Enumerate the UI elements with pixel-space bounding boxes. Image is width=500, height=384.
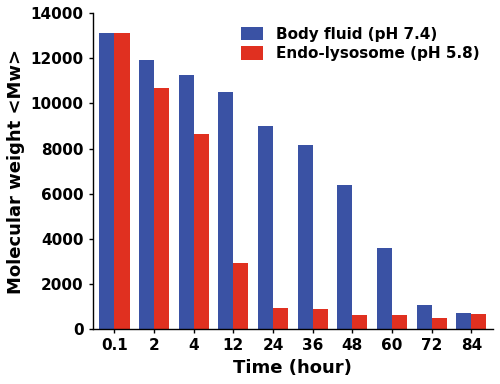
Bar <box>456 313 471 329</box>
Legend: Body fluid (pH 7.4), Endo-lysosome (pH 5.8): Body fluid (pH 7.4), Endo-lysosome (pH 5… <box>234 21 486 68</box>
Y-axis label: Molecular weight <Mw>: Molecular weight <Mw> <box>7 49 25 294</box>
Bar <box>194 134 209 329</box>
Bar <box>139 60 154 329</box>
Bar <box>100 33 114 329</box>
Bar <box>392 315 407 329</box>
Bar <box>338 185 352 329</box>
Bar <box>472 314 486 329</box>
Bar <box>114 33 130 329</box>
Bar <box>154 88 169 329</box>
Bar <box>416 305 432 329</box>
X-axis label: Time (hour): Time (hour) <box>234 359 352 377</box>
Bar <box>352 315 368 329</box>
Bar <box>298 145 312 329</box>
Bar <box>234 263 248 329</box>
Bar <box>258 126 273 329</box>
Bar <box>218 92 234 329</box>
Bar <box>432 318 446 329</box>
Bar <box>273 308 288 329</box>
Bar <box>377 248 392 329</box>
Bar <box>312 309 328 329</box>
Bar <box>178 75 194 329</box>
